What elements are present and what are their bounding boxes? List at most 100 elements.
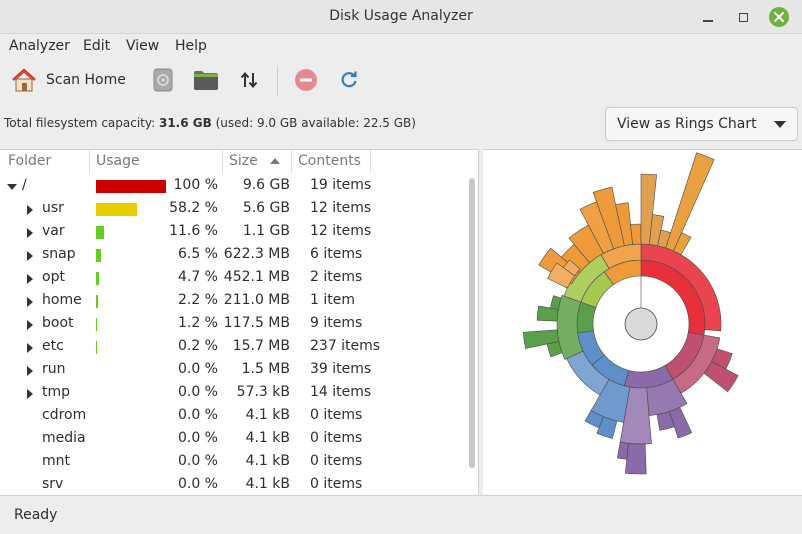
folder-icon [194,71,218,90]
ring-outer-segment[interactable] [630,223,642,245]
table-row[interactable]: usr 58.2 % 5.6 GB 12 items [0,198,466,221]
table-row[interactable]: home 2.2 % 211.0 MB 1 item [0,290,466,313]
menu-edit[interactable]: Edit [83,38,111,54]
maximize-button[interactable] [732,6,754,28]
ring-outer-segment[interactable] [562,259,581,277]
ring-outer-segment[interactable] [656,411,675,431]
minimize-button[interactable] [697,6,719,28]
table-row[interactable]: / 100 % 9.6 GB 19 items [0,175,466,198]
table-row[interactable]: snap 6.5 % 622.3 MB 6 items [0,244,466,267]
table-row[interactable]: boot 1.2 % 117.5 MB 9 items [0,313,466,336]
expander-closed-icon[interactable] [27,389,33,399]
title-bar: Disk Usage Analyzer [0,0,802,34]
table-row[interactable]: opt 4.7 % 452.1 MB 2 items [0,267,466,290]
column-size[interactable]: Size [229,153,258,169]
row-folder-name: var [42,223,65,239]
refresh-button[interactable] [337,64,361,96]
column-contents[interactable]: Contents [298,153,361,169]
ring-outer-segment[interactable] [522,329,560,349]
refresh-icon [341,71,357,88]
expander-open-icon[interactable] [7,184,17,190]
expander-closed-icon[interactable] [27,297,33,307]
view-mode-select[interactable]: View as Rings Chart [605,107,798,141]
row-size: 5.6 GB [242,200,290,216]
row-contents: 237 items [310,338,381,354]
row-contents: 12 items [310,223,372,239]
row-usage-percent: 0.0 % [177,407,218,423]
view-mode-label: View as Rings Chart [617,116,757,132]
scan-home-button[interactable]: Scan Home [10,64,126,96]
disk-icon [153,68,173,92]
row-contents: 39 items [310,361,372,377]
table-row[interactable]: etc 0.2 % 15.7 MB 237 items [0,336,466,359]
menu-view[interactable]: View [126,38,160,54]
capacity-info: Total filesystem capacity: 31.6 GB (used… [4,116,416,130]
capacity-detail: (used: 9.0 GB available: 22.5 GB) [211,116,416,130]
table-row[interactable]: run 0.0 % 1.5 MB 39 items [0,359,466,382]
table-row[interactable]: mnt 0.0 % 4.1 kB 0 items [0,451,466,474]
row-size: 117.5 MB [223,315,290,331]
menu-help[interactable]: Help [175,38,207,54]
minimize-icon [703,20,713,22]
row-usage-percent: 0.0 % [177,453,218,469]
ring-outer-segment[interactable] [550,295,562,310]
vertical-scrollbar[interactable] [469,178,475,468]
toolbar-separator [277,66,278,96]
close-icon [769,7,789,27]
row-folder-name: srv [42,476,64,492]
folder-tree[interactable]: Folder Usage Size Contents / 100 % 9.6 GB 1… [0,149,479,495]
row-contents: 14 items [310,384,372,400]
table-row[interactable]: tmp 0.0 % 57.3 kB 14 items [0,382,466,405]
rings-chart-panel[interactable] [483,149,802,495]
table-row[interactable]: cdrom 0.0 % 4.1 kB 0 items [0,405,466,428]
status-bar: Ready [0,495,802,534]
sort-button[interactable] [238,64,260,96]
expander-closed-icon[interactable] [27,343,33,353]
ring-center[interactable] [624,307,658,341]
close-button[interactable] [768,6,790,28]
usage-bar [96,295,98,308]
row-size: 4.1 kB [245,430,290,446]
table-row[interactable]: media 0.0 % 4.1 kB 0 items [0,428,466,451]
stop-icon [295,69,317,91]
row-folder-name: boot [42,315,74,331]
scan-filesystem-button[interactable] [151,64,175,96]
ring-outer-segment[interactable] [624,443,647,475]
column-usage[interactable]: Usage [96,153,140,169]
column-folder[interactable]: Folder [8,153,52,169]
row-folder-name: media [42,430,86,446]
row-size: 4.1 kB [245,476,290,492]
row-size: 9.6 GB [242,177,290,193]
row-contents: 1 item [310,292,355,308]
row-contents: 6 items [310,246,363,262]
row-usage-percent: 2.2 % [177,292,218,308]
row-usage-percent: 11.6 % [169,223,218,239]
row-contents: 0 items [310,430,363,446]
expander-closed-icon[interactable] [27,320,33,330]
menu-analyzer[interactable]: Analyzer [9,38,70,54]
ring-outer-segment[interactable] [617,441,629,460]
ring-outer-segment[interactable] [703,361,739,393]
expander-closed-icon[interactable] [27,228,33,238]
usage-bar [96,180,166,193]
table-row[interactable]: var 11.6 % 1.1 GB 12 items [0,221,466,244]
expander-closed-icon[interactable] [27,251,33,261]
ring-outer-segment[interactable] [665,152,715,252]
row-size: 452.1 MB [223,269,290,285]
row-contents: 12 items [310,200,372,216]
row-folder-name: home [42,292,82,308]
table-row[interactable]: srv 0.0 % 4.1 kB 0 items [0,474,466,495]
row-folder-name: run [42,361,66,377]
ring-outer-segment[interactable] [673,232,692,256]
row-usage-percent: 0.0 % [177,384,218,400]
scan-home-label: Scan Home [46,72,126,88]
ring-outer-segment[interactable] [584,410,604,429]
home-icon [12,68,36,92]
stop-button[interactable] [293,64,319,96]
rings-chart[interactable] [483,150,802,496]
expander-closed-icon[interactable] [27,366,33,376]
expander-closed-icon[interactable] [27,205,33,215]
column-divider [222,150,223,173]
scan-folder-button[interactable] [193,64,219,96]
expander-closed-icon[interactable] [27,274,33,284]
